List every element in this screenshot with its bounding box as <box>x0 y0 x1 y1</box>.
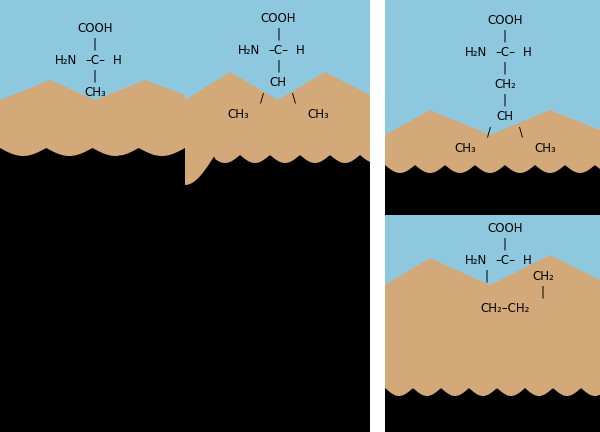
Text: CH₃: CH₃ <box>84 86 106 98</box>
Polygon shape <box>0 232 185 432</box>
Text: |: | <box>503 61 507 74</box>
Text: CH₃: CH₃ <box>534 142 556 155</box>
Polygon shape <box>185 238 370 432</box>
Text: –C–: –C– <box>80 254 100 267</box>
Text: H: H <box>296 44 305 57</box>
Text: CH₃: CH₃ <box>307 108 329 121</box>
Text: |: | <box>88 270 92 283</box>
Text: |: | <box>503 29 507 42</box>
Text: CH₂CH₃: CH₂CH₃ <box>110 318 154 330</box>
Text: COOH: COOH <box>487 13 523 26</box>
Text: |: | <box>276 28 280 41</box>
Text: –C–: –C– <box>268 251 288 264</box>
Text: CH₃: CH₃ <box>47 318 69 330</box>
Text: |: | <box>276 267 280 280</box>
Text: /: / <box>72 302 76 314</box>
Text: |: | <box>93 38 97 51</box>
Text: H₂N: H₂N <box>465 254 487 267</box>
Polygon shape <box>385 165 600 215</box>
Text: COOH: COOH <box>72 222 108 235</box>
Text: |: | <box>93 70 97 83</box>
Text: |: | <box>503 238 507 251</box>
Text: |: | <box>88 238 92 251</box>
Text: |: | <box>503 93 507 107</box>
Polygon shape <box>0 155 370 432</box>
Text: –C–: –C– <box>85 54 105 67</box>
Text: –C–: –C– <box>268 44 288 57</box>
Polygon shape <box>385 255 600 432</box>
Text: CH: CH <box>82 286 98 299</box>
Text: H₂N: H₂N <box>465 45 487 58</box>
Text: H: H <box>296 251 305 264</box>
Text: H₂N: H₂N <box>50 254 72 267</box>
Text: \: \ <box>292 92 296 105</box>
Text: H: H <box>113 54 122 67</box>
Text: H: H <box>523 45 532 58</box>
Text: |: | <box>485 270 489 283</box>
Text: |: | <box>276 235 280 248</box>
Text: /: / <box>260 92 264 105</box>
Polygon shape <box>370 0 385 432</box>
Text: COOH: COOH <box>487 222 523 235</box>
Text: –C–: –C– <box>495 254 515 267</box>
Text: COOH: COOH <box>260 219 296 232</box>
Text: COOH: COOH <box>260 12 296 25</box>
Polygon shape <box>385 388 600 432</box>
Text: CH: CH <box>497 109 514 123</box>
Text: H₂N: H₂N <box>238 44 260 57</box>
Polygon shape <box>385 0 600 432</box>
Text: H: H <box>523 254 532 267</box>
Polygon shape <box>185 72 370 215</box>
Text: H: H <box>108 254 117 267</box>
Text: /: / <box>487 126 491 139</box>
Text: CH₂: CH₂ <box>494 77 516 90</box>
Text: CH₃: CH₃ <box>454 142 476 155</box>
Polygon shape <box>0 388 370 432</box>
Text: H₂N: H₂N <box>55 54 77 67</box>
Polygon shape <box>385 110 600 215</box>
Polygon shape <box>0 148 185 432</box>
Polygon shape <box>0 0 370 432</box>
Text: –C–: –C– <box>495 45 515 58</box>
Text: CH₂: CH₂ <box>532 270 554 283</box>
Text: CH₃: CH₃ <box>227 108 249 121</box>
Text: |: | <box>541 286 545 299</box>
Polygon shape <box>0 80 185 215</box>
Text: |: | <box>276 60 280 73</box>
Text: COOH: COOH <box>77 22 113 35</box>
Text: H₂N: H₂N <box>238 251 260 264</box>
Text: CH₂: CH₂ <box>267 283 289 295</box>
Text: CH: CH <box>269 76 287 89</box>
Text: CH₂–CH₂: CH₂–CH₂ <box>481 302 530 314</box>
Text: \: \ <box>519 126 523 139</box>
Text: \: \ <box>104 302 108 314</box>
